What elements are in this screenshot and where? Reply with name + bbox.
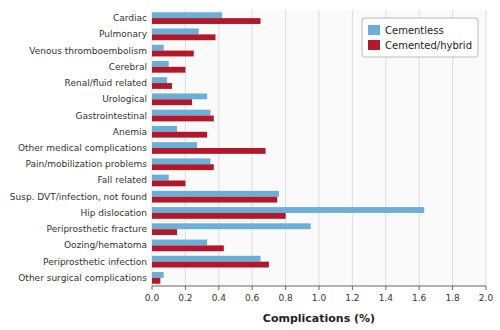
category-label: Periprosthetic infection — [43, 257, 147, 267]
category-label: Periprosthetic fracture — [47, 224, 148, 234]
category-label: Venous thromboembolism — [29, 46, 147, 56]
grid-line — [486, 10, 487, 286]
bar — [152, 191, 279, 197]
bar — [152, 29, 199, 35]
bar — [152, 256, 261, 262]
category-label: Pulmonary — [99, 29, 148, 39]
bar — [152, 83, 172, 89]
bar — [152, 229, 177, 235]
tick-mark — [419, 286, 420, 290]
bar — [152, 262, 269, 268]
bar — [152, 197, 277, 203]
grid-line — [319, 10, 320, 286]
y-axis: Cardiac Pulmonary Venous thromboembolism Ce… — [10, 13, 148, 283]
tick-label: 0.8 — [278, 293, 293, 303]
bar — [152, 278, 160, 284]
bar — [152, 207, 424, 213]
axis-line — [152, 286, 486, 287]
category-label: Hip dislocation — [81, 208, 147, 218]
bar — [152, 245, 224, 251]
tick-label: 2.0 — [479, 293, 494, 303]
tick-label: 1.2 — [345, 293, 359, 303]
tick-mark — [285, 286, 286, 290]
tick-mark — [319, 286, 320, 290]
plot-area — [152, 10, 486, 286]
category-label: Anemia — [113, 127, 147, 137]
bar — [152, 45, 164, 51]
tick-mark — [185, 286, 186, 290]
bar — [152, 148, 266, 154]
chart: 0.0 0.2 0.4 0.6 0.8 1.0 1.2 1.4 1.6 1.8 2.0 Complic… — [0, 0, 500, 330]
grid-line — [285, 10, 286, 286]
legend-frame — [362, 18, 478, 57]
bar — [152, 77, 167, 83]
bar — [152, 61, 169, 67]
bar — [152, 223, 311, 229]
category-label: Other surgical complications — [18, 273, 147, 283]
tick-mark — [152, 286, 153, 290]
bar — [152, 126, 177, 132]
bar — [152, 180, 185, 186]
bar — [152, 132, 207, 138]
category-label: Cerebral — [109, 62, 147, 72]
category-label: Pain/mobilization problems — [25, 159, 147, 169]
bar — [152, 164, 214, 170]
tick-label: 1.4 — [379, 293, 394, 303]
tick-mark — [352, 286, 353, 290]
bar — [152, 175, 169, 181]
bar — [152, 158, 210, 164]
bar — [152, 51, 194, 57]
x-axis-label: Complications (%) — [263, 312, 375, 325]
tick-label: 0.2 — [178, 293, 192, 303]
category-label: Oozing/hematoma — [64, 240, 147, 250]
x-axis: 0.0 0.2 0.4 0.6 0.8 1.0 1.2 1.4 1.6 1.8 2.0 — [145, 10, 494, 303]
tick-label: 0.4 — [212, 293, 227, 303]
bar — [152, 67, 185, 73]
tick-mark — [385, 286, 386, 290]
category-label: Gastrointestinal — [76, 111, 147, 121]
tick-mark — [218, 286, 219, 290]
grid-line — [352, 10, 353, 286]
bar — [152, 213, 286, 219]
category-label: Other medical complications — [18, 143, 147, 153]
category-label: Susp. DVT/infection, not found — [10, 192, 147, 202]
tick-mark — [252, 286, 253, 290]
bar — [152, 116, 214, 122]
tick-mark — [452, 286, 453, 290]
bar — [152, 12, 222, 18]
legend: Cementless Cemented/hybrid — [362, 18, 478, 57]
legend-label: Cemented/hybrid — [385, 40, 472, 51]
bar — [152, 34, 215, 40]
bar — [152, 142, 197, 148]
bar — [152, 93, 207, 99]
bar — [152, 240, 207, 246]
tick-label: 0.0 — [145, 293, 160, 303]
legend-label: Cementless — [385, 25, 444, 36]
tick-label: 1.0 — [312, 293, 327, 303]
tick-label: 1.6 — [412, 293, 427, 303]
bar — [152, 272, 164, 278]
tick-mark — [486, 286, 487, 290]
legend-swatch — [368, 25, 380, 35]
category-label: Fall related — [97, 175, 147, 185]
bar — [152, 18, 261, 24]
category-label: Urological — [102, 94, 147, 104]
tick-label: 0.6 — [245, 293, 260, 303]
tick-label: 1.8 — [445, 293, 460, 303]
bar — [152, 99, 192, 105]
category-label: Cardiac — [113, 13, 147, 23]
bar — [152, 110, 210, 116]
legend-swatch — [368, 40, 380, 50]
category-label: Renal/fluid related — [65, 78, 147, 88]
